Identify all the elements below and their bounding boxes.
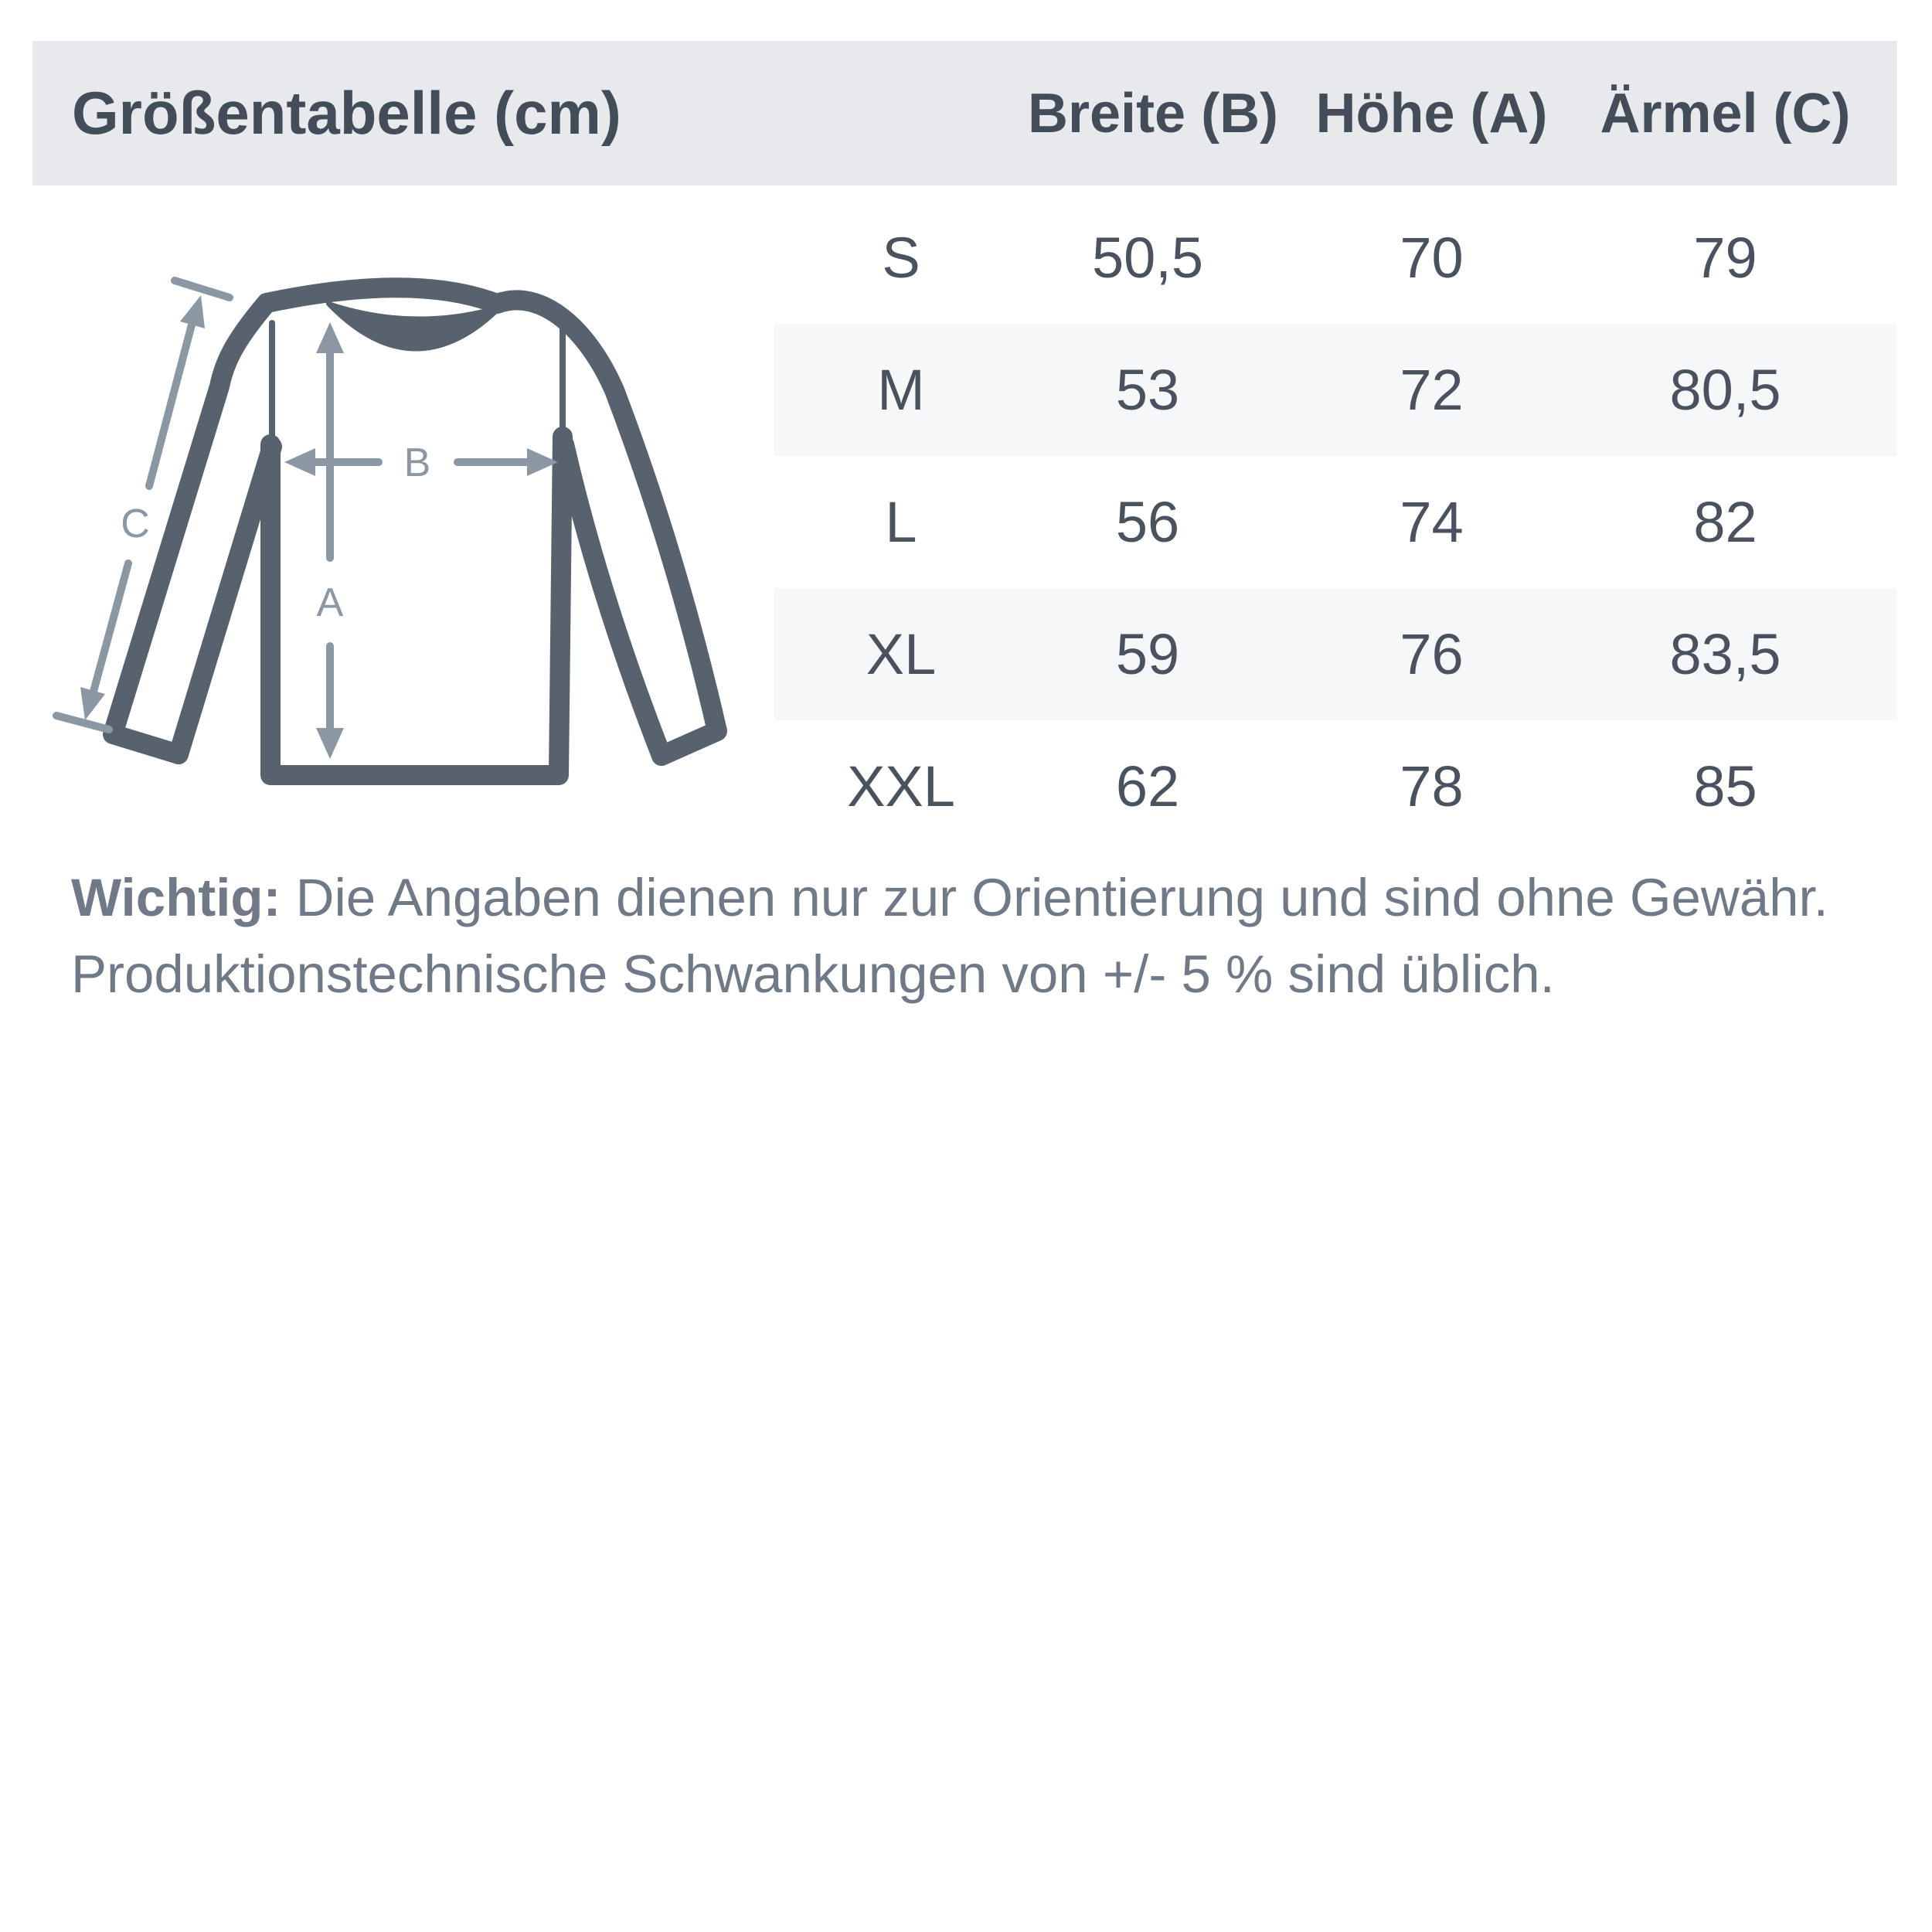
arrow-a-top-head: [316, 322, 344, 353]
table-row-l: L 56 74 82: [774, 456, 1897, 588]
page-title: Größentabelle (cm): [72, 79, 621, 147]
aermel-cell: 82: [1693, 490, 1757, 554]
arrow-c-upper-line: [145, 312, 198, 490]
size-cell: XL: [866, 622, 937, 686]
measure-arrow-a: A: [316, 322, 344, 759]
breite-cell: 62: [1115, 754, 1180, 818]
table-row-xl: XL 59 76 83,5: [774, 588, 1897, 720]
hoehe-cell: 76: [1400, 622, 1464, 686]
aermel-cell: 85: [1693, 754, 1757, 818]
collar-icon: [326, 301, 503, 352]
disclaimer-strong: Wichtig:: [71, 868, 281, 927]
disclaimer-line-1: Wichtig: Die Angaben dienen nur zur Orie…: [71, 859, 1903, 936]
disclaimer-note: Wichtig: Die Angaben dienen nur zur Orie…: [71, 859, 1903, 1012]
size-cell: L: [885, 490, 917, 554]
arrow-b-right-head: [527, 448, 558, 476]
aermel-cell: 79: [1693, 226, 1757, 290]
disclaimer-line-1-text: Die Angaben dienen nur zur Orientierung …: [281, 868, 1828, 927]
sweater-outline-icon: [103, 277, 727, 785]
size-cell: S: [882, 226, 920, 290]
arrow-c-bottom-head: [80, 687, 105, 720]
table-row-s: S 50,5 70 79: [774, 192, 1897, 324]
hoehe-cell: 78: [1400, 754, 1464, 818]
breite-cell: 56: [1115, 490, 1180, 554]
header-bar: Größentabelle (cm) Breite (B) Höhe (A) Ä…: [32, 41, 1897, 185]
table-row-m: M 53 72 80,5: [774, 324, 1897, 456]
hoehe-cell: 74: [1400, 490, 1464, 554]
column-header-aermel: Ärmel (C): [1600, 82, 1851, 145]
table-row-xxl: XXL 62 78 85: [774, 720, 1897, 852]
measure-label-c: C: [121, 502, 150, 546]
measure-label-b: B: [404, 440, 431, 485]
aermel-cell: 80,5: [1669, 358, 1781, 422]
column-header-breite: Breite (B): [1028, 82, 1279, 145]
arrow-c-bottom-tick: [53, 712, 113, 733]
breite-cell: 50,5: [1091, 226, 1204, 290]
breite-cell: 53: [1115, 358, 1180, 422]
arrow-c-top-head: [180, 295, 205, 328]
hoehe-cell: 70: [1400, 226, 1464, 290]
arrow-a-bottom-head: [316, 728, 344, 759]
measure-arrow-b: B: [284, 440, 558, 485]
arrow-b-left-head: [284, 448, 315, 476]
body-and-hem: [260, 427, 573, 785]
column-header-hoehe: Höhe (A): [1315, 82, 1548, 145]
size-table: S 50,5 70 79 M 53 72 80,5 L 56 74 82 XL …: [774, 192, 1897, 852]
garment-outer-outline: [103, 277, 727, 766]
left-sleeve-inner-edge: [168, 437, 282, 764]
measure-arrow-c: C: [53, 277, 233, 733]
size-cell: M: [877, 358, 925, 422]
measure-label-a: A: [317, 580, 344, 625]
right-sleeve-inner-edge: [554, 434, 672, 766]
arrow-c-lower-line: [88, 560, 132, 701]
hoehe-cell: 72: [1400, 358, 1464, 422]
breite-cell: 59: [1115, 622, 1180, 686]
disclaimer-line-2: Produktionstechnische Schwankungen von +…: [71, 944, 1555, 1004]
aermel-cell: 83,5: [1669, 622, 1781, 686]
size-cell: XXL: [847, 754, 955, 818]
arrow-c-top-tick: [171, 277, 233, 301]
